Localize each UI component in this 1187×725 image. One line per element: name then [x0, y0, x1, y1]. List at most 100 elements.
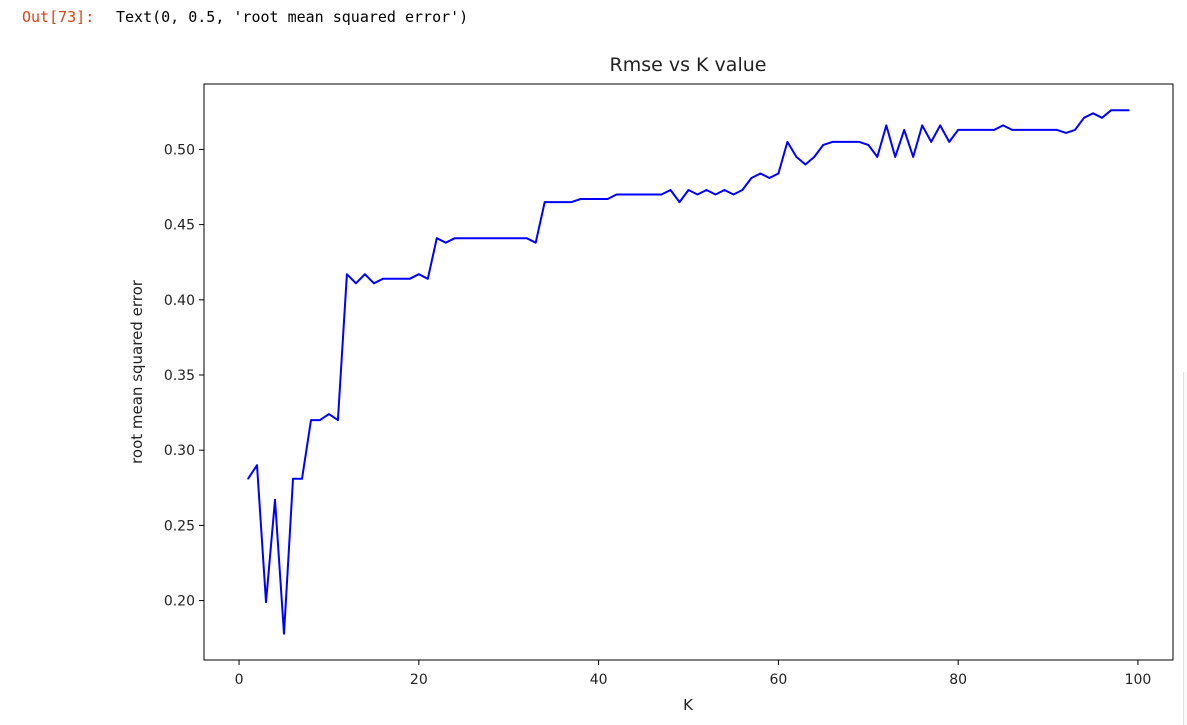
data-point — [894, 156, 897, 158]
data-point — [849, 141, 852, 143]
x-tick-label: 40 — [590, 672, 608, 688]
data-point — [651, 193, 654, 196]
data-point — [543, 201, 546, 203]
data-point — [1047, 129, 1049, 131]
data-point — [525, 237, 528, 239]
series-line — [247, 109, 1129, 635]
data-point — [1065, 132, 1067, 134]
data-point — [1029, 129, 1031, 131]
data-point — [795, 156, 798, 158]
data-point — [831, 141, 834, 143]
data-point — [993, 129, 995, 131]
data-point — [301, 477, 303, 480]
data-point — [705, 189, 708, 191]
x-axis-label: K — [683, 696, 694, 714]
plot-frame — [203, 83, 1174, 661]
data-point — [256, 464, 258, 467]
data-point — [876, 156, 879, 158]
data-point — [687, 189, 690, 191]
data-point — [669, 189, 672, 191]
data-point — [400, 277, 402, 280]
data-point — [750, 177, 753, 179]
data-point — [364, 273, 366, 276]
data-point — [247, 477, 249, 480]
y-axis: 0.20 0.25 0.30 0.35 0.40 0.45 0.50 — [164, 142, 204, 610]
data-point — [867, 144, 870, 146]
data-point — [759, 172, 762, 175]
data-point — [804, 163, 807, 166]
data-point — [588, 198, 591, 200]
y-tick-label: 0.45 — [164, 218, 195, 234]
data-point — [1002, 124, 1004, 127]
data-point — [1119, 109, 1121, 112]
y-tick-label: 0.35 — [164, 368, 195, 384]
data-point — [633, 193, 636, 196]
output-prompt: Out[73]: — [22, 8, 95, 26]
data-point — [534, 241, 537, 244]
data-point — [1083, 117, 1085, 119]
data-point — [1056, 129, 1058, 131]
data-point — [930, 141, 932, 143]
data-point — [346, 273, 348, 276]
data-point — [274, 499, 276, 501]
x-tick-label: 20 — [410, 672, 428, 688]
output-text: Text(0, 0.5, 'root mean squared error') — [116, 8, 469, 26]
chart-title: Rmse vs K value — [610, 54, 767, 76]
data-point — [840, 141, 843, 143]
data-point — [283, 632, 285, 635]
data-point — [507, 237, 510, 239]
data-point — [436, 237, 438, 239]
data-point — [678, 201, 681, 203]
data-point — [373, 282, 375, 285]
data-point — [480, 237, 483, 239]
y-axis-label: root mean squared error — [128, 279, 146, 464]
data-point — [489, 237, 492, 239]
data-point — [948, 141, 950, 143]
data-point — [1101, 117, 1103, 119]
data-point — [714, 193, 717, 196]
data-point — [966, 129, 968, 131]
data-point — [516, 237, 519, 239]
data-point — [337, 419, 339, 421]
data-point — [984, 129, 986, 131]
data-point — [885, 124, 888, 127]
data-point — [903, 129, 906, 131]
y-tick-label: 0.30 — [164, 443, 195, 459]
data-point — [975, 129, 977, 131]
data-point — [552, 201, 555, 203]
data-point — [1092, 112, 1094, 115]
data-point — [471, 237, 474, 239]
data-point — [292, 477, 294, 480]
data-point — [912, 156, 915, 158]
data-point — [382, 277, 384, 280]
data-point — [732, 193, 735, 196]
data-point — [453, 237, 456, 239]
data-point — [355, 282, 357, 285]
data-point — [786, 141, 789, 143]
data-point — [1038, 129, 1040, 131]
data-point — [445, 241, 447, 244]
x-axis: 0 20 40 60 80 100 — [235, 660, 1152, 688]
y-tick-label: 0.40 — [164, 293, 195, 309]
data-point — [1011, 129, 1013, 131]
x-tick-label: 100 — [1125, 672, 1152, 688]
data-point — [310, 419, 312, 421]
y-tick-label: 0.20 — [164, 594, 195, 610]
data-point — [391, 277, 393, 280]
data-point — [1074, 129, 1076, 131]
data-point — [615, 193, 618, 196]
scrollbar[interactable] — [1183, 372, 1187, 725]
data-point — [624, 193, 627, 196]
data-point — [319, 419, 321, 421]
data-point — [822, 144, 825, 146]
data-point — [570, 201, 573, 203]
data-point — [957, 129, 959, 131]
data-point — [1020, 129, 1022, 131]
data-point — [427, 277, 429, 280]
data-point — [858, 141, 861, 143]
data-point — [265, 601, 267, 603]
data-point — [1110, 109, 1112, 112]
data-point — [939, 124, 941, 127]
data-point — [579, 198, 582, 200]
